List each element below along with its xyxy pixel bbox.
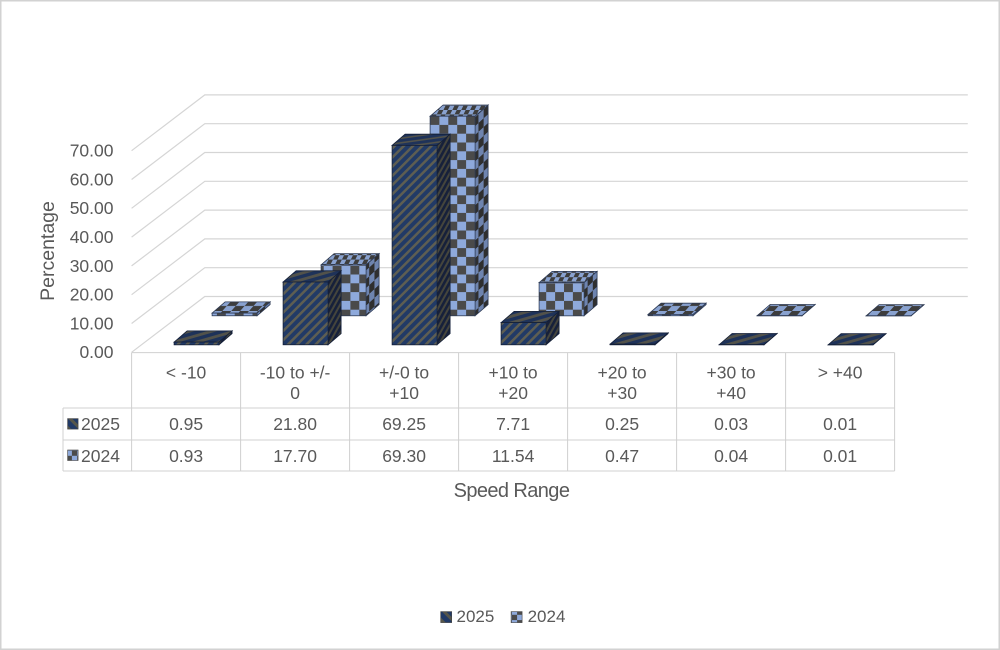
svg-text:50.00: 50.00 [70, 198, 114, 218]
svg-text:+20 to: +20 to [598, 363, 647, 383]
svg-text:< -10: < -10 [166, 363, 207, 383]
svg-text:+/-0 to: +/-0 to [379, 363, 429, 383]
svg-text:+40: +40 [716, 383, 746, 403]
svg-text:0.01: 0.01 [823, 414, 857, 434]
svg-text:+20: +20 [498, 383, 528, 403]
svg-text:0: 0 [290, 383, 300, 403]
svg-text:0.93: 0.93 [169, 446, 203, 466]
svg-text:10.00: 10.00 [70, 313, 114, 333]
svg-text:0.47: 0.47 [605, 446, 639, 466]
svg-text:2024: 2024 [528, 607, 566, 626]
svg-text:69.25: 69.25 [382, 414, 426, 434]
svg-text:20.00: 20.00 [70, 285, 114, 305]
svg-text:70.00: 70.00 [70, 141, 114, 161]
svg-text:+30: +30 [607, 383, 637, 403]
svg-text:21.80: 21.80 [273, 414, 317, 434]
svg-text:0.04: 0.04 [714, 446, 748, 466]
svg-text:-10 to +/-: -10 to +/- [260, 363, 331, 383]
svg-text:17.70: 17.70 [273, 446, 317, 466]
svg-text:+10: +10 [389, 383, 419, 403]
svg-text:+30 to: +30 to [707, 363, 756, 383]
svg-text:11.54: 11.54 [492, 446, 535, 466]
svg-text:2025: 2025 [457, 607, 495, 626]
svg-text:0.00: 0.00 [79, 342, 113, 362]
svg-text:30.00: 30.00 [70, 256, 114, 276]
svg-text:40.00: 40.00 [70, 227, 114, 247]
svg-text:> +40: > +40 [818, 363, 863, 383]
svg-text:2024: 2024 [81, 446, 120, 466]
svg-text:Percentage: Percentage [37, 201, 59, 301]
svg-text:+10 to: +10 to [489, 363, 538, 383]
svg-text:60.00: 60.00 [70, 169, 114, 189]
svg-text:7.71: 7.71 [496, 414, 530, 434]
svg-text:0.95: 0.95 [169, 414, 203, 434]
svg-text:2025: 2025 [81, 414, 120, 434]
svg-text:0.03: 0.03 [714, 414, 748, 434]
svg-text:Speed Range: Speed Range [454, 480, 570, 502]
svg-text:0.01: 0.01 [823, 446, 857, 466]
svg-text:0.25: 0.25 [605, 414, 639, 434]
svg-text:69.30: 69.30 [382, 446, 426, 466]
